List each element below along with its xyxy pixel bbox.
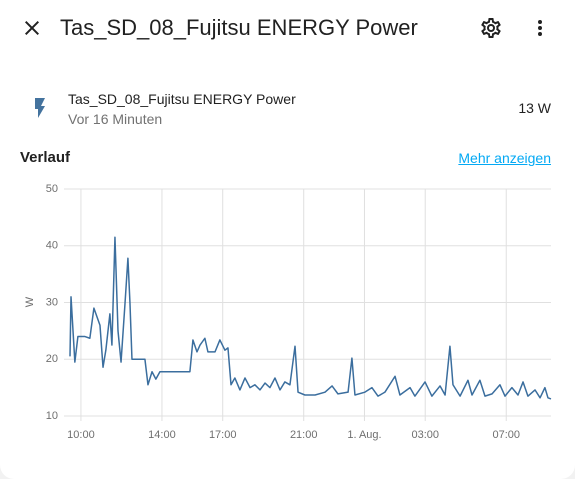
- x-tick-label: 07:00: [492, 429, 520, 441]
- y-tick-label: 50: [46, 183, 58, 195]
- menu-button[interactable]: [528, 16, 552, 40]
- x-tick-label: 17:00: [209, 429, 237, 441]
- x-tick-label: 14:00: [148, 429, 176, 441]
- y-tick-label: 10: [46, 410, 58, 422]
- entity-state: 13 W: [518, 100, 551, 116]
- dialog-title: Tas_SD_08_Fujitsu ENERGY Power: [60, 15, 418, 40]
- y-tick-label: 20: [46, 353, 58, 365]
- chart: 10 20 30 40 50 10:00 14:00 17:00 21:00 1. Aug. 03:…: [24, 183, 552, 441]
- entity-icon: [35, 98, 45, 118]
- history-title: Verlauf: [20, 149, 71, 166]
- line: [69, 236, 552, 400]
- y-axis-label: W: [24, 296, 36, 307]
- close-button[interactable]: [20, 16, 44, 40]
- x-tick-label: 10:00: [67, 429, 95, 441]
- settings-button[interactable]: [479, 16, 503, 40]
- y-tick-label: 30: [46, 296, 58, 308]
- x-tick-label: 03:00: [411, 429, 439, 441]
- entity-name: Tas_SD_08_Fujitsu ENERGY Power: [68, 91, 296, 107]
- x-tick-label: 1. Aug.: [347, 429, 381, 441]
- more-link[interactable]: Mehr anzeigen: [458, 150, 551, 166]
- y-tick-label: 40: [46, 240, 58, 252]
- x-tick-label: 21:00: [290, 429, 318, 441]
- last-changed: Vor 16 Minuten: [68, 111, 163, 127]
